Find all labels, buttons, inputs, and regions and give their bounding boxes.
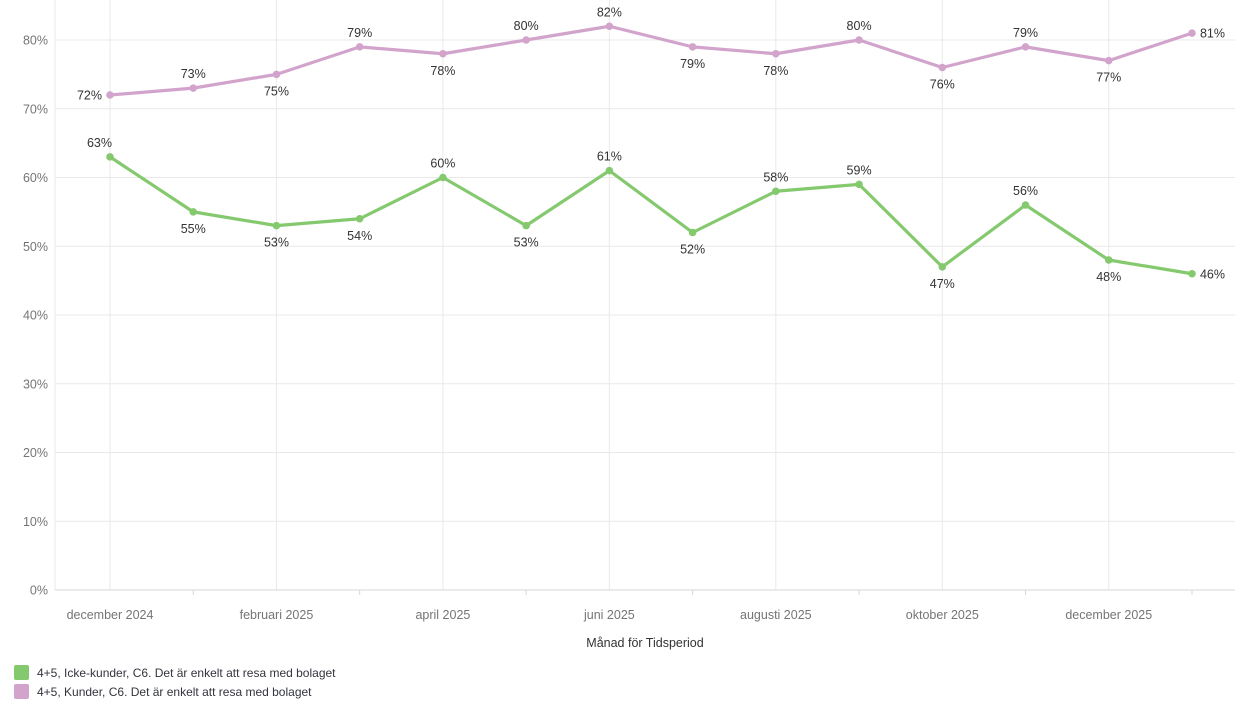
data-label: 82% <box>597 5 622 19</box>
data-label: 56% <box>1013 184 1038 198</box>
legend-swatch-pink <box>14 684 29 699</box>
x-axis-tick-label: oktober 2025 <box>906 608 979 622</box>
data-point-marker[interactable] <box>439 49 447 58</box>
data-label: 55% <box>181 222 206 236</box>
data-point-marker[interactable] <box>855 36 863 44</box>
x-axis-tick-label: februari 2025 <box>240 608 314 622</box>
data-label: 79% <box>1013 26 1038 40</box>
chart-legend: 4+5, Icke-kunder, C6. Det är enkelt att … <box>14 665 336 699</box>
chart-canvas: 0% 10% 20% 30% 40% 50% 60% 70% 80% december 2024 f… <box>23 0 1235 650</box>
data-point-marker[interactable] <box>688 43 697 51</box>
data-label: 81% <box>1200 27 1225 41</box>
y-axis-tick-label: 60% <box>23 171 48 185</box>
data-point-marker[interactable] <box>439 173 447 182</box>
y-axis-tick-label: 0% <box>30 584 48 598</box>
data-point-marker[interactable] <box>1104 56 1113 65</box>
y-axis-tick-label: 20% <box>23 446 48 460</box>
data-point-marker[interactable] <box>1188 269 1196 278</box>
data-label: 75% <box>264 84 289 98</box>
data-point-marker[interactable] <box>189 208 198 216</box>
y-axis-tick-label: 50% <box>23 240 48 254</box>
data-label: 72% <box>77 89 102 103</box>
legend-item-icke-kunder[interactable]: 4+5, Icke-kunder, C6. Det är enkelt att … <box>14 665 336 680</box>
data-point-marker[interactable] <box>688 228 697 237</box>
data-label: 77% <box>1096 71 1121 85</box>
data-point-marker[interactable] <box>1104 256 1113 264</box>
data-label: 79% <box>680 57 705 71</box>
x-axis-tick-label: december 2025 <box>1065 608 1152 622</box>
x-axis-tick-label: juni 2025 <box>583 608 635 622</box>
data-point-marker[interactable] <box>272 221 281 230</box>
data-label: 79% <box>347 26 372 40</box>
data-label: 48% <box>1096 270 1121 284</box>
data-point-marker[interactable] <box>772 187 780 196</box>
legend-item-label: 4+5, Icke-kunder, C6. Det är enkelt att … <box>37 665 336 680</box>
x-axis-tick-label: augusti 2025 <box>740 608 812 622</box>
data-point-marker[interactable] <box>1021 43 1030 51</box>
data-point-marker[interactable] <box>355 43 364 51</box>
data-label: 53% <box>514 236 539 250</box>
data-label: 76% <box>930 78 955 92</box>
y-axis-tick-label: 10% <box>23 515 48 529</box>
data-point-marker[interactable] <box>106 153 114 161</box>
data-label: 53% <box>264 236 289 250</box>
data-label: 46% <box>1200 267 1225 281</box>
y-axis-tick-label: 40% <box>23 309 48 323</box>
legend-item-kunder[interactable]: 4+5, Kunder, C6. Det är enkelt att resa … <box>14 684 336 699</box>
data-point-marker[interactable] <box>1188 29 1196 37</box>
data-point-marker[interactable] <box>1021 201 1030 209</box>
series-line[interactable] <box>108 155 1194 276</box>
data-point-marker[interactable] <box>272 70 281 79</box>
data-label: 59% <box>847 163 872 177</box>
data-point-marker[interactable] <box>355 214 364 223</box>
legend-swatch-green <box>14 665 29 680</box>
x-axis-tick-label: december 2024 <box>67 608 154 622</box>
data-label: 78% <box>430 64 455 78</box>
data-label: 47% <box>930 277 955 291</box>
data-point-marker[interactable] <box>522 36 530 44</box>
x-axis-title: Månad för Tidsperiod <box>586 636 703 650</box>
data-label: 54% <box>347 229 372 243</box>
x-axis-tick-label: april 2025 <box>415 608 470 622</box>
data-point-marker[interactable] <box>855 180 863 189</box>
data-point-marker[interactable] <box>938 63 947 72</box>
data-label: 78% <box>763 64 788 78</box>
data-point-marker[interactable] <box>938 263 947 271</box>
y-axis-tick-label: 70% <box>23 102 48 116</box>
data-point-marker[interactable] <box>522 221 530 230</box>
data-label: 61% <box>597 150 622 164</box>
data-point-marker[interactable] <box>772 49 780 58</box>
data-label: 60% <box>430 157 455 171</box>
data-label: 58% <box>763 170 788 184</box>
y-axis-tick-label: 80% <box>23 34 48 48</box>
data-point-marker[interactable] <box>106 91 114 99</box>
data-point-marker[interactable] <box>605 166 614 175</box>
data-label: 80% <box>514 19 539 33</box>
data-label: 80% <box>847 19 872 33</box>
series-line[interactable] <box>108 24 1194 97</box>
y-axis-tick-label: 30% <box>23 377 48 391</box>
data-point-marker[interactable] <box>605 22 614 31</box>
data-label: 73% <box>181 67 206 81</box>
legend-item-label: 4+5, Kunder, C6. Det är enkelt att resa … <box>37 684 312 699</box>
data-point-marker[interactable] <box>189 84 198 92</box>
data-label: 63% <box>87 136 112 150</box>
data-label: 52% <box>680 243 705 257</box>
